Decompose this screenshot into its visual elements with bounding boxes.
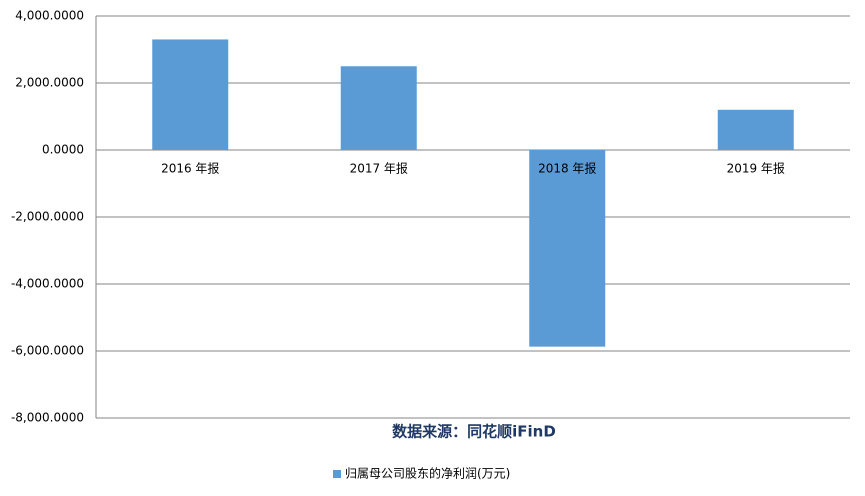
y-tick-label: -2,000.0000 <box>11 210 84 224</box>
y-tick-label: -8,000.0000 <box>11 411 84 425</box>
x-tick-label: 2017 年报 <box>350 161 408 176</box>
legend-label: 归属母公司股东的净利润(万元) <box>345 466 510 481</box>
legend-swatch <box>333 470 341 478</box>
x-tick-label: 2019 年报 <box>727 161 785 176</box>
y-tick-label: 2,000.0000 <box>15 76 84 90</box>
bar <box>340 66 417 150</box>
bar <box>717 109 794 150</box>
x-tick-label: 2016 年报 <box>161 161 219 176</box>
x-tick-label: 2018 年报 <box>538 161 596 176</box>
y-tick-label: 4,000.0000 <box>15 9 84 23</box>
bar <box>529 150 606 347</box>
bar <box>152 39 229 151</box>
source-annotation: 数据来源：同花顺iFinD <box>392 423 556 441</box>
y-tick-label: -4,000.0000 <box>11 277 84 291</box>
y-tick-label: 0.0000 <box>42 143 84 157</box>
y-tick-label: -6,000.0000 <box>11 344 84 358</box>
